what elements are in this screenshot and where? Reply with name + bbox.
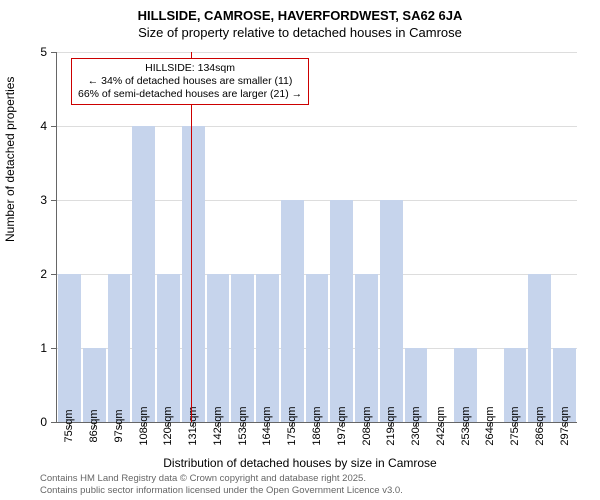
- y-tick: [51, 348, 57, 349]
- x-tick-label: 230sqm: [410, 406, 422, 445]
- footer-line2: Contains public sector information licen…: [40, 485, 403, 496]
- annotation-line: HILLSIDE: 134sqm: [78, 62, 302, 75]
- reference-line: [191, 52, 192, 422]
- bar: [355, 274, 378, 422]
- bar: [380, 200, 403, 422]
- y-tick: [51, 422, 57, 423]
- x-tick-label: 97sqm: [113, 409, 125, 442]
- chart-area: 01234575sqm86sqm97sqm108sqm120sqm131sqm1…: [56, 52, 577, 423]
- x-tick-label: 286sqm: [534, 406, 546, 445]
- x-tick-label: 142sqm: [212, 406, 224, 445]
- x-tick-label: 108sqm: [138, 406, 150, 445]
- gridline: [57, 52, 577, 53]
- annotation-line: ← 34% of detached houses are smaller (11…: [78, 75, 302, 88]
- x-tick-label: 120sqm: [162, 406, 174, 445]
- x-axis-title: Distribution of detached houses by size …: [0, 456, 600, 470]
- bar: [132, 126, 155, 422]
- x-tick-label: 186sqm: [311, 406, 323, 445]
- x-tick-label: 131sqm: [187, 406, 199, 445]
- footer-text: Contains HM Land Registry data © Crown c…: [40, 473, 403, 496]
- y-tick-label: 4: [40, 119, 47, 133]
- x-tick-label: 86sqm: [88, 409, 100, 442]
- bar: [281, 200, 304, 422]
- y-tick-label: 2: [40, 267, 47, 281]
- y-axis-title: Number of detached properties: [3, 77, 17, 242]
- x-tick-label: 297sqm: [559, 406, 571, 445]
- y-tick-label: 1: [40, 341, 47, 355]
- y-tick: [51, 200, 57, 201]
- bar: [207, 274, 230, 422]
- x-tick-label: 175sqm: [286, 406, 298, 445]
- bar: [231, 274, 254, 422]
- y-tick-label: 0: [40, 415, 47, 429]
- x-tick-label: 164sqm: [261, 406, 273, 445]
- bar: [330, 200, 353, 422]
- x-tick-label: 219sqm: [385, 406, 397, 445]
- chart-title-main: HILLSIDE, CAMROSE, HAVERFORDWEST, SA62 6…: [0, 0, 600, 23]
- x-tick-label: 253sqm: [460, 406, 472, 445]
- y-tick-label: 3: [40, 193, 47, 207]
- bar: [528, 274, 551, 422]
- x-tick-label: 75sqm: [63, 409, 75, 442]
- y-tick: [51, 126, 57, 127]
- y-tick: [51, 52, 57, 53]
- bar: [58, 274, 81, 422]
- x-tick-label: 197sqm: [336, 406, 348, 445]
- bar: [306, 274, 329, 422]
- x-tick-label: 275sqm: [509, 406, 521, 445]
- bar: [182, 126, 205, 422]
- annotation-line: 66% of semi-detached houses are larger (…: [78, 88, 302, 101]
- footer-line1: Contains HM Land Registry data © Crown c…: [40, 473, 403, 484]
- chart-container: HILLSIDE, CAMROSE, HAVERFORDWEST, SA62 6…: [0, 0, 600, 500]
- annotation-box: HILLSIDE: 134sqm← 34% of detached houses…: [71, 58, 309, 105]
- y-tick: [51, 274, 57, 275]
- y-tick-label: 5: [40, 45, 47, 59]
- x-tick-label: 264sqm: [484, 406, 496, 445]
- bar: [256, 274, 279, 422]
- x-tick-label: 242sqm: [435, 406, 447, 445]
- x-tick-label: 208sqm: [361, 406, 373, 445]
- x-tick-label: 153sqm: [237, 406, 249, 445]
- bar: [157, 274, 180, 422]
- bar: [108, 274, 131, 422]
- chart-title-sub: Size of property relative to detached ho…: [0, 23, 600, 40]
